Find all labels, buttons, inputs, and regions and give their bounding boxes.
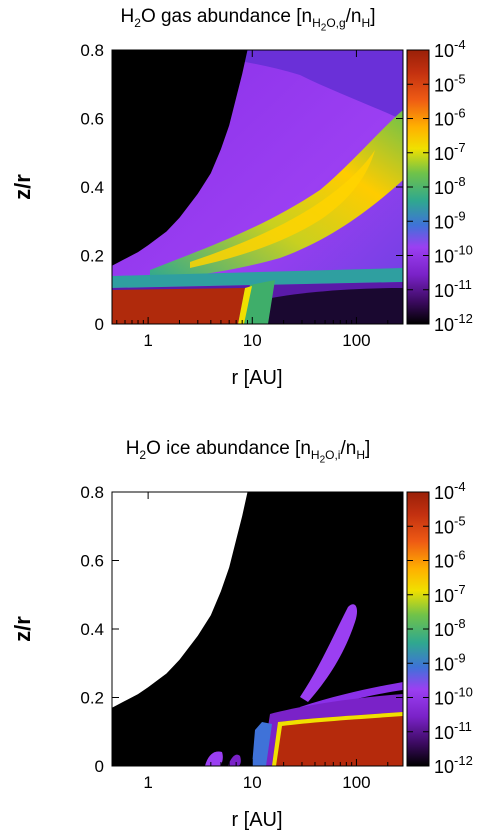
x-axis-label: r [AU] [231,809,282,831]
colorbar-tick-label: 10-6 [434,106,466,130]
y-axis: 0 0.2 0.4 0.6 0.8 [80,483,403,776]
colorbar-tick-label: 10-9 [434,650,466,674]
colorbar-ticks: 10-4 10-5 10-6 10-7 10-8 10-9 10-10 10-11 10-12 [407,37,473,335]
x-tick-label: 1 [143,773,152,792]
colorbar-tick-label: 10-4 [434,479,466,503]
colorbar-tick-label: 10-10 [434,243,473,267]
y-tick-label: 0.2 [80,689,104,708]
y-tick-label: 0 [95,315,104,334]
ice-heatmap-svg: 1 10 100 0 0.2 0.4 0.6 0.8 r [AU] z/r 10-4 10-5… [10,479,473,831]
ice-outer-midplane-region [272,712,403,766]
chart-title: H2O ice abundance [nH2O,i/nH] [125,438,371,466]
colorbar-tick-label: 10-4 [434,37,466,61]
y-tick-label: 0.6 [80,110,104,129]
gas-midplane-high-region [112,288,245,324]
gas-heatmap-field [112,50,403,324]
gas-abundance-panel: H2O gas abundance [nH2O,g/nH] [0,0,496,400]
x-axis: 1 10 100 [116,50,389,350]
colorbar-ticks: 10-4 10-5 10-6 10-7 10-8 10-9 10-10 10-11 10-12 [407,479,473,777]
colorbar-tick-label: 10-12 [434,753,473,777]
colorbar-tick-label: 10-9 [434,208,466,232]
colorbar-tick-label: 10-10 [434,685,473,709]
gas-heatmap-svg: 1 10 100 0 0.2 0.4 0.6 0.8 r [AU] z/r 10-4 10-5… [10,37,473,389]
y-tick-label: 0.8 [80,41,104,60]
ice-unmodeled-region [112,492,248,708]
gas-snowline-edge [238,286,252,324]
colorbar-tick-label: 10-11 [434,277,472,301]
gas-warm-layer-peak [190,150,375,268]
y-tick-label: 0.4 [80,620,104,639]
colorbar-tick-label: 10-5 [434,513,466,537]
ice-inner-patch-2 [228,754,241,766]
x-axis-label: r [AU] [231,367,282,389]
gas-outer-midplane-region [260,288,403,324]
gas-upper-purple-region [160,50,403,120]
ice-heatmap-field [112,492,403,766]
ice-lobe-region [300,604,358,702]
x-tick-label: 100 [342,331,370,350]
x-tick-label: 10 [243,773,262,792]
colorbar-tick-label: 10-7 [434,582,466,606]
gas-unmodeled-region [112,50,248,266]
gas-warm-layer-region [150,110,403,280]
y-tick-label: 0.2 [80,247,104,266]
colorbar-tick-label: 10-8 [434,616,466,640]
x-tick-label: 1 [143,331,152,350]
colorbar-tick-label: 10-8 [434,174,466,198]
y-tick-label: 0 [95,757,104,776]
colorbar-tick-label: 10-5 [434,71,466,95]
colorbar-tick-label: 10-12 [434,311,473,335]
chart-title: H2O gas abundance [nH2O,g/nH] [120,6,376,34]
colorbar-tick-label: 10-11 [434,719,472,743]
ice-inner-patch [205,751,223,766]
y-axis-label: z/r [10,174,35,200]
y-tick-label: 0.8 [80,483,104,502]
colorbar-tick-label: 10-7 [434,140,466,164]
gas-layer-band [112,268,403,288]
y-axis: 0 0.2 0.4 0.6 0.8 [80,41,403,334]
x-tick-label: 10 [243,331,262,350]
x-tick-label: 100 [342,773,370,792]
y-tick-label: 0.4 [80,178,104,197]
ice-abundance-panel: H2O ice abundance [nH2O,i/nH] [0,432,496,832]
x-axis: 1 10 100 [116,492,389,792]
colorbar-tick-label: 10-6 [434,548,466,572]
ice-snowline-strip [252,722,272,766]
y-axis-label: z/r [10,616,35,642]
y-tick-label: 0.6 [80,552,104,571]
